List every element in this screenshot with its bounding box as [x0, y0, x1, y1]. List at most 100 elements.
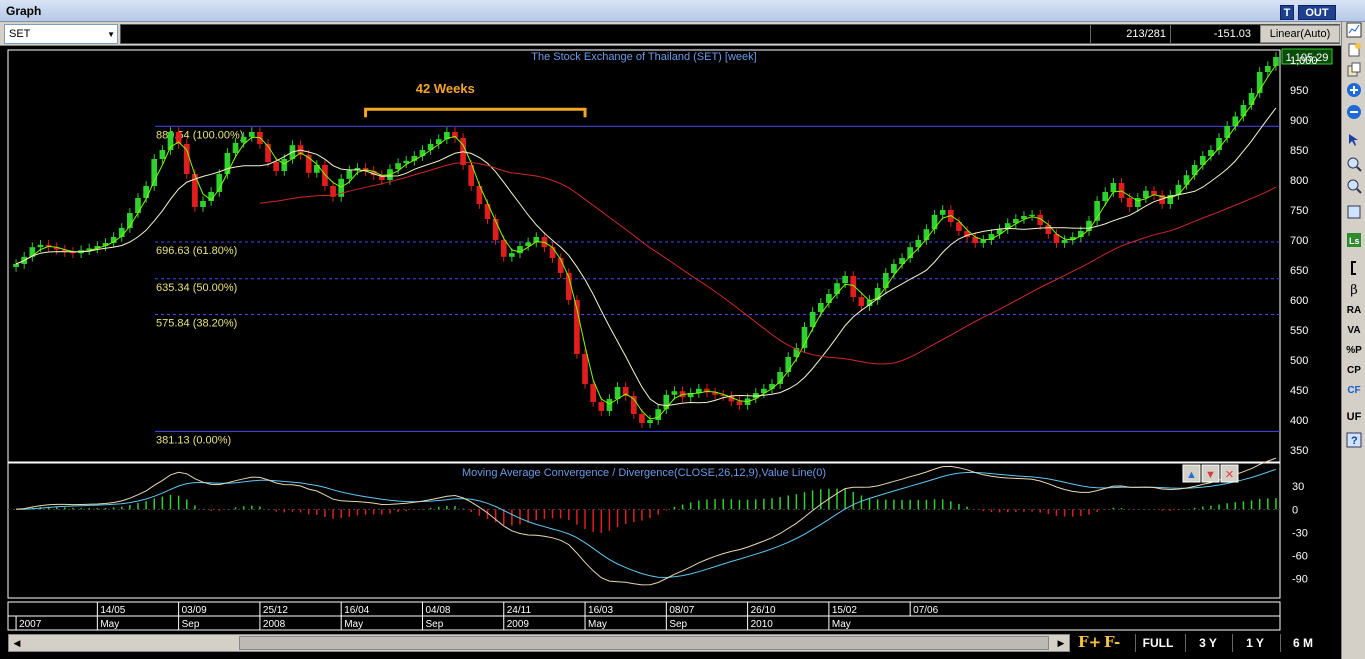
candle-body	[29, 247, 36, 257]
last-price-label: 1,105.29	[1286, 52, 1329, 64]
candle-body	[1273, 57, 1279, 66]
candle-body	[533, 237, 540, 243]
y-tick-label: 850	[1290, 145, 1308, 157]
candle-body	[907, 247, 914, 258]
scroll-right-icon[interactable]: ▶	[1057, 638, 1065, 648]
candle-body	[135, 198, 141, 213]
candle-body	[395, 163, 401, 170]
toolbar: SET ▼ 213/281 -151.03 Linear(Auto)	[0, 22, 1341, 46]
y-tick-label: 1,000	[1290, 55, 1318, 67]
new-icon[interactable]	[1345, 42, 1363, 60]
candle-body	[1248, 93, 1255, 105]
candle-body	[996, 229, 1003, 234]
candle-body	[281, 159, 288, 171]
zoom-in-icon[interactable]	[1345, 82, 1363, 100]
fib-label: 635.34 (50.00%)	[156, 282, 237, 294]
horizontal-scrollbar[interactable]: ◀ ▶	[8, 634, 1070, 652]
cursor-icon[interactable]	[1345, 132, 1363, 150]
window-icon[interactable]	[1345, 204, 1363, 222]
candle-body	[761, 388, 767, 393]
x-tick-label-bottom: May	[344, 619, 363, 630]
x-axis-bottom	[7, 615, 1281, 631]
candle-body	[712, 392, 718, 395]
macd-close-icon[interactable]	[1220, 464, 1239, 483]
candle-body	[1175, 184, 1182, 195]
range-1y-button[interactable]: 1 Y	[1232, 634, 1277, 652]
x-tick-label-top: 16/03	[588, 605, 613, 616]
candle-body	[1240, 105, 1247, 117]
candle-body	[70, 252, 76, 254]
chart-area[interactable]: The Stock Exchange of Thailand (SET) [we…	[0, 46, 1341, 632]
f-plus-button[interactable]: F+	[1078, 633, 1102, 651]
candle-body	[964, 231, 970, 237]
candle-body	[850, 276, 857, 297]
annotation-label: 42 Weeks	[416, 81, 475, 96]
va-button[interactable]: VA	[1347, 325, 1361, 336]
macd-down-icon[interactable]	[1201, 464, 1220, 483]
candle-body	[232, 142, 239, 153]
uf-button[interactable]: UF	[1346, 411, 1362, 423]
candle-body	[582, 354, 588, 384]
y-tick-label: 750	[1290, 205, 1308, 217]
candle-body	[736, 401, 743, 405]
candle-body	[265, 144, 271, 162]
x-tick-label-top: 04/08	[425, 605, 450, 616]
candle-body	[208, 192, 214, 201]
candle-body	[94, 246, 101, 249]
candle-body	[240, 136, 247, 143]
symbol-select[interactable]: SET ▼	[4, 24, 118, 44]
out-button[interactable]: OUT	[1298, 5, 1336, 20]
candle-body	[1053, 234, 1060, 243]
annotation-bracket	[364, 107, 587, 118]
x-tick-label-top: 24/11	[507, 605, 532, 616]
candle-body	[1004, 223, 1011, 230]
cp-button[interactable]: CP	[1347, 365, 1361, 376]
macd-up-icon[interactable]	[1182, 464, 1201, 483]
candle-body	[817, 303, 824, 312]
candle-body	[598, 402, 605, 411]
candle-body	[37, 244, 44, 248]
counter-readout: 213/281	[1090, 25, 1170, 43]
ra-button[interactable]: RA	[1346, 305, 1362, 316]
cf-button[interactable]: CF	[1347, 385, 1361, 396]
zoom-out-icon[interactable]	[1345, 104, 1363, 122]
candle-body	[826, 294, 832, 303]
range-3y-button[interactable]: 3 Y	[1185, 634, 1230, 652]
help-icon[interactable]: ?	[1345, 418, 1363, 448]
candle-body	[1199, 156, 1206, 165]
svg-text:?: ?	[1351, 435, 1358, 447]
x-tick-label-bottom: Sep	[669, 619, 687, 630]
percent-p-button[interactable]: %P	[1346, 345, 1362, 356]
t-button[interactable]: T	[1280, 5, 1294, 20]
candle-body	[858, 297, 865, 306]
title-bar: Graph T OUT	[0, 0, 1365, 22]
bracket-icon[interactable]	[1345, 260, 1363, 278]
chart-icon[interactable]	[1345, 22, 1363, 40]
candle-body	[403, 160, 410, 164]
macd-tick-label: 0	[1292, 504, 1298, 516]
bottom-bar: ◀ ▶ F+ F- FULL 3 Y 1 Y 6 M	[0, 632, 1341, 659]
f-minus-button[interactable]: F-	[1104, 633, 1121, 651]
search-minus-icon[interactable]	[1345, 178, 1363, 196]
range-full-button[interactable]: FULL	[1135, 634, 1180, 652]
copy-icon[interactable]	[1345, 62, 1363, 80]
scroll-left-icon[interactable]: ◀	[13, 638, 21, 648]
candle-body	[468, 165, 475, 186]
candle-body	[500, 240, 507, 257]
ma-short-line	[15, 64, 1277, 420]
candle-body	[273, 162, 280, 171]
macd-title: Moving Average Convergence / Divergence(…	[462, 467, 826, 479]
ls-icon[interactable]: Ls	[1345, 232, 1363, 250]
candle-body	[1126, 198, 1133, 207]
search-plus-icon[interactable]	[1345, 156, 1363, 174]
fib-label: 381.13 (0.00%)	[156, 434, 231, 446]
scale-mode-button[interactable]: Linear(Auto)	[1260, 25, 1340, 43]
x-tick-label-top: 15/02	[832, 605, 857, 616]
range-6m-button[interactable]: 6 M	[1280, 634, 1325, 652]
beta-button[interactable]: β	[1350, 283, 1358, 298]
macd-tick-label: -90	[1292, 574, 1308, 586]
x-tick-label-top: 08/07	[669, 605, 694, 616]
candle-body	[476, 186, 483, 204]
candle-body	[720, 394, 727, 396]
scroll-thumb[interactable]	[239, 636, 1049, 650]
